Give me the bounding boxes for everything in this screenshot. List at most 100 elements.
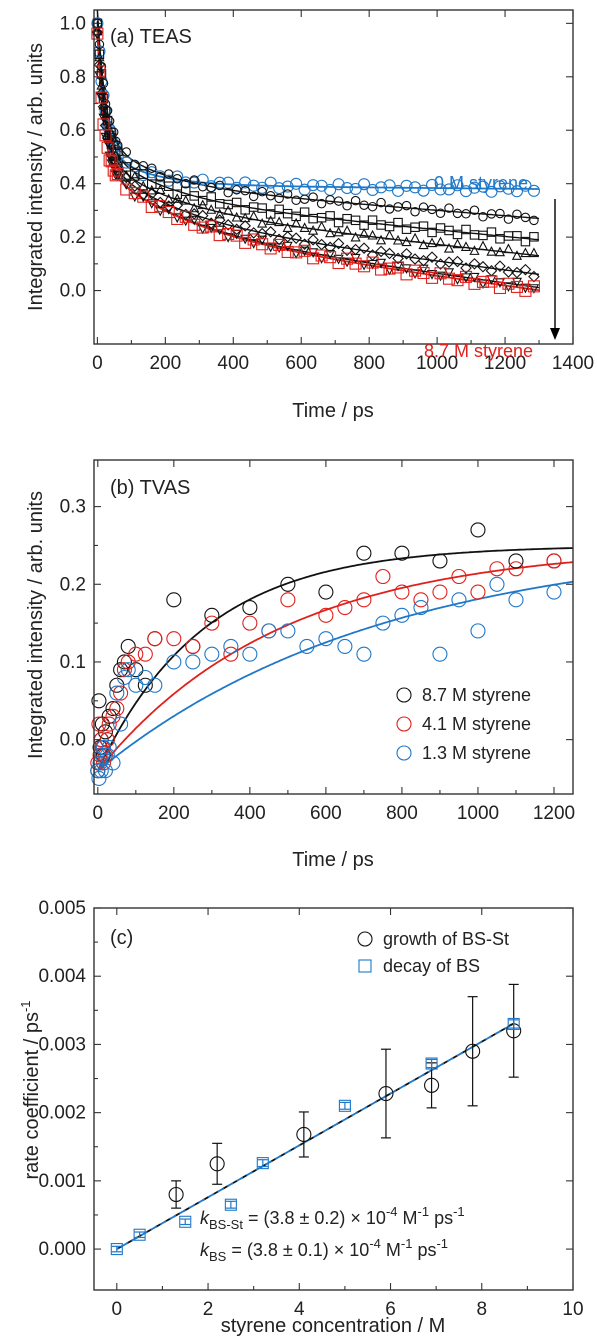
legend-marker <box>396 716 412 732</box>
panel-a-point <box>358 178 371 191</box>
panel-a-point <box>375 263 388 276</box>
panel-b-point <box>508 561 524 577</box>
panel-a-point <box>409 269 421 279</box>
panel-a-point <box>239 236 252 249</box>
legend-label: 8.7 M styrene <box>422 685 531 705</box>
panel-b-point <box>204 607 220 623</box>
k-unit1-exp: -1 <box>401 1236 413 1251</box>
panel-b-point <box>120 654 136 670</box>
panel-a-point <box>274 243 285 254</box>
panel-a-point <box>459 185 473 198</box>
panel-a-point <box>469 205 480 216</box>
panel-a-point <box>102 138 113 149</box>
panel-a-point <box>502 182 515 195</box>
panel-a-point <box>493 281 507 295</box>
panel-a-y-axis-label: Integrated intensity / arb. units <box>25 43 47 311</box>
panel-a-point <box>443 256 455 268</box>
k-unit1: M <box>381 1240 401 1260</box>
panel-a-point <box>332 237 345 250</box>
panel-a-point <box>222 176 235 189</box>
panel-a-point <box>401 200 412 211</box>
panel-a-point <box>98 113 109 124</box>
panel-b-point <box>223 638 239 654</box>
panel-a-point <box>519 263 532 276</box>
panel-a-point <box>248 191 259 202</box>
panel-b-point <box>204 615 220 631</box>
panel-a-point <box>452 238 463 249</box>
panel-a-point <box>110 170 121 181</box>
panel-a-point <box>257 235 268 246</box>
x-tick-label: 400 <box>217 353 249 374</box>
panel-a-point <box>129 192 140 203</box>
panel-a-data-points <box>91 17 540 297</box>
panel-a-point <box>92 30 103 41</box>
panel-a-point <box>94 71 105 81</box>
panel-b-point <box>508 592 524 608</box>
y-tick-label: 0.3 <box>60 497 86 518</box>
panel-a-point <box>281 245 294 259</box>
panel-c-y-axis-label: rate coefficient / ps-1 <box>18 1000 43 1179</box>
x-tick-label: 4 <box>294 1299 305 1320</box>
panel-b-point <box>147 677 163 693</box>
panel-c-point <box>425 1057 438 1070</box>
panel-a-point <box>503 214 514 224</box>
legend-marker <box>358 959 372 973</box>
panel-a-point <box>206 192 216 202</box>
panel-a-point <box>409 253 421 265</box>
x-tick-label: 400 <box>234 803 266 824</box>
panel-a-point <box>408 181 422 194</box>
panel-a-point <box>291 249 302 260</box>
panel-b-point <box>318 584 334 600</box>
panel-b-point <box>113 685 129 701</box>
panel-a-point <box>529 232 539 242</box>
panel-a-point <box>341 252 354 265</box>
panel-a-point <box>316 198 327 209</box>
panel-a-point <box>248 239 259 249</box>
panel-a-point <box>350 215 361 226</box>
panel-b-point <box>137 646 153 662</box>
panel-b-point <box>97 763 113 779</box>
panel-a-point <box>307 233 319 246</box>
panel-a-point <box>282 189 293 199</box>
panel-a-point <box>290 177 303 190</box>
x-tick-label: 1200 <box>533 803 575 824</box>
panel-a-point <box>315 179 328 192</box>
panel-a-fit-6 <box>96 31 540 292</box>
panel-c-point <box>110 1243 123 1256</box>
panel-c-point <box>168 1186 184 1203</box>
panel-a-point <box>299 207 310 217</box>
panel-a-point <box>231 197 242 208</box>
panel-a-point <box>503 243 514 254</box>
panel-a-point <box>528 270 540 283</box>
panel-a-point <box>180 194 191 205</box>
x-tick-label: 800 <box>386 803 418 824</box>
panel-c-data-points <box>110 983 522 1256</box>
panel-a-point <box>383 262 396 275</box>
panel-a-point <box>341 225 353 235</box>
y-tick-label: 0.0 <box>60 281 86 302</box>
panel-a-point <box>510 185 523 198</box>
panel-a-point <box>196 209 209 222</box>
panel-a-point <box>443 242 455 253</box>
panel-a-point <box>333 226 344 237</box>
panel-a-point <box>163 181 174 191</box>
panel-a-point <box>240 212 251 223</box>
panel-a-point <box>384 221 395 232</box>
panel-a-point <box>222 219 235 231</box>
panel-b-point <box>375 568 391 585</box>
panel-a-point <box>460 262 472 274</box>
panel-a-point <box>308 224 319 235</box>
panel-a-point <box>410 206 420 217</box>
panel-a-point <box>375 258 387 269</box>
panel-b-point <box>432 584 448 600</box>
panel-a-point <box>257 217 268 228</box>
panel-b-ticks: 0 200 400 600 800 1000 1200 0.0 0.1 0.2 0.3 <box>60 460 575 824</box>
panel-b-point <box>356 545 372 561</box>
panel-a-point <box>206 182 216 193</box>
k-value: = (3.8 ± 0.1) × 10 <box>226 1240 369 1260</box>
panel-c-plot-frame <box>93 907 574 1291</box>
panel-a-point <box>460 273 472 284</box>
panel-b-point <box>546 553 562 569</box>
panel-a-point <box>418 264 429 275</box>
